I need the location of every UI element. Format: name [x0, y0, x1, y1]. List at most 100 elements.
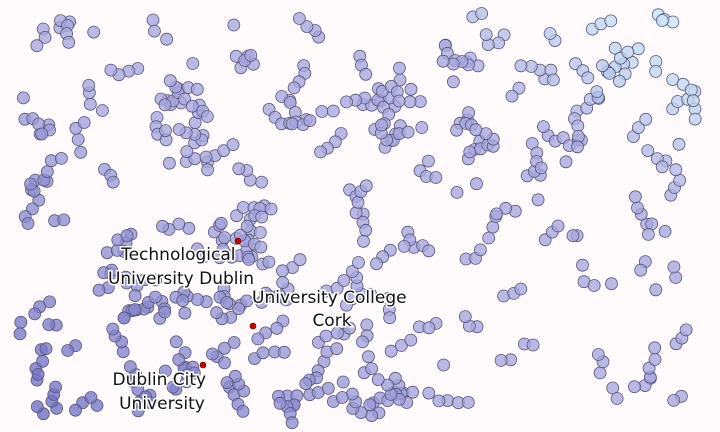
university-point[interactable]	[404, 333, 418, 347]
university-point[interactable]	[253, 226, 267, 239]
university-point[interactable]	[128, 303, 142, 317]
university-point[interactable]	[190, 82, 204, 96]
university-point[interactable]	[172, 123, 186, 136]
university-point[interactable]	[272, 288, 286, 302]
university-point[interactable]	[610, 392, 624, 405]
university-point[interactable]	[499, 201, 513, 215]
university-point[interactable]	[227, 336, 241, 349]
university-point[interactable]	[169, 335, 183, 349]
university-point[interactable]	[232, 162, 246, 176]
university-point[interactable]	[21, 217, 35, 230]
university-point[interactable]	[669, 163, 683, 177]
university-point[interactable]	[436, 54, 450, 68]
university-point[interactable]	[156, 219, 169, 233]
university-point[interactable]	[340, 95, 353, 109]
university-point[interactable]	[28, 307, 42, 321]
university-point[interactable]	[608, 41, 622, 55]
university-point[interactable]	[148, 290, 162, 304]
university-point[interactable]	[666, 15, 680, 29]
university-point[interactable]	[218, 356, 231, 370]
university-point[interactable]	[587, 279, 601, 292]
university-point[interactable]	[432, 394, 446, 408]
university-point[interactable]	[345, 265, 359, 278]
university-point[interactable]	[216, 243, 230, 256]
university-point[interactable]	[314, 145, 328, 159]
university-point[interactable]	[571, 140, 584, 154]
university-point[interactable]	[120, 229, 134, 243]
university-point[interactable]	[227, 18, 241, 32]
university-point[interactable]	[666, 73, 680, 86]
university-point[interactable]	[242, 252, 256, 266]
university-point[interactable]	[87, 25, 101, 39]
university-point[interactable]	[339, 298, 353, 312]
university-point[interactable]	[421, 154, 435, 168]
university-point[interactable]	[649, 65, 663, 78]
university-point[interactable]	[403, 95, 417, 109]
university-point[interactable]	[55, 151, 68, 165]
university-point[interactable]	[543, 27, 557, 40]
university-point[interactable]	[232, 302, 246, 316]
university-point[interactable]	[641, 144, 655, 158]
university-point[interactable]	[482, 231, 496, 245]
university-point[interactable]	[315, 105, 329, 118]
university-point[interactable]	[97, 266, 111, 280]
university-point[interactable]	[592, 348, 605, 361]
university-point[interactable]	[270, 321, 284, 335]
university-point[interactable]	[363, 398, 377, 412]
university-point[interactable]	[356, 335, 369, 349]
university-point[interactable]	[326, 104, 340, 118]
university-point[interactable]	[35, 127, 49, 141]
university-point[interactable]	[236, 404, 250, 418]
university-point[interactable]	[649, 283, 663, 297]
university-point[interactable]	[648, 341, 662, 355]
university-point[interactable]	[285, 416, 299, 430]
university-point[interactable]	[180, 145, 194, 159]
university-point[interactable]	[365, 362, 379, 376]
university-point[interactable]	[392, 94, 406, 108]
university-point[interactable]	[669, 271, 683, 284]
university-point[interactable]	[349, 206, 363, 220]
university-point[interactable]	[292, 12, 306, 25]
university-point[interactable]	[330, 342, 344, 356]
university-point[interactable]	[226, 138, 240, 152]
university-point[interactable]	[365, 409, 379, 423]
university-point[interactable]	[473, 243, 487, 257]
university-point[interactable]	[359, 223, 373, 237]
university-point[interactable]	[49, 380, 62, 394]
university-point[interactable]	[178, 306, 192, 320]
university-point[interactable]	[505, 89, 519, 103]
university-point[interactable]	[217, 144, 231, 158]
university-point[interactable]	[201, 163, 215, 177]
university-point[interactable]	[276, 264, 289, 278]
university-point[interactable]	[404, 82, 418, 96]
university-point[interactable]	[158, 98, 172, 112]
university-point[interactable]	[13, 327, 27, 341]
university-point[interactable]	[16, 91, 30, 105]
university-point[interactable]	[422, 386, 436, 400]
university-point[interactable]	[31, 367, 45, 381]
university-point[interactable]	[61, 344, 75, 357]
university-point[interactable]	[596, 59, 609, 73]
university-point[interactable]	[422, 244, 436, 258]
university-point[interactable]	[352, 256, 365, 269]
university-point[interactable]	[172, 353, 186, 367]
university-point[interactable]	[475, 7, 489, 20]
university-point[interactable]	[218, 231, 232, 245]
university-point[interactable]	[462, 106, 476, 119]
university-point[interactable]	[262, 255, 276, 269]
university-point[interactable]	[300, 20, 314, 34]
university-point[interactable]	[24, 177, 38, 191]
university-point[interactable]	[469, 123, 483, 137]
university-point[interactable]	[158, 305, 172, 319]
university-point[interactable]	[642, 227, 655, 241]
university-point[interactable]	[83, 97, 97, 111]
university-point[interactable]	[658, 224, 672, 238]
university-point[interactable]	[214, 216, 228, 230]
university-point[interactable]	[283, 96, 297, 109]
university-point[interactable]	[146, 13, 160, 27]
university-point[interactable]	[96, 104, 109, 117]
university-point[interactable]	[149, 273, 163, 287]
university-point[interactable]	[576, 258, 589, 272]
university-point[interactable]	[39, 342, 53, 356]
university-point[interactable]	[463, 145, 477, 159]
